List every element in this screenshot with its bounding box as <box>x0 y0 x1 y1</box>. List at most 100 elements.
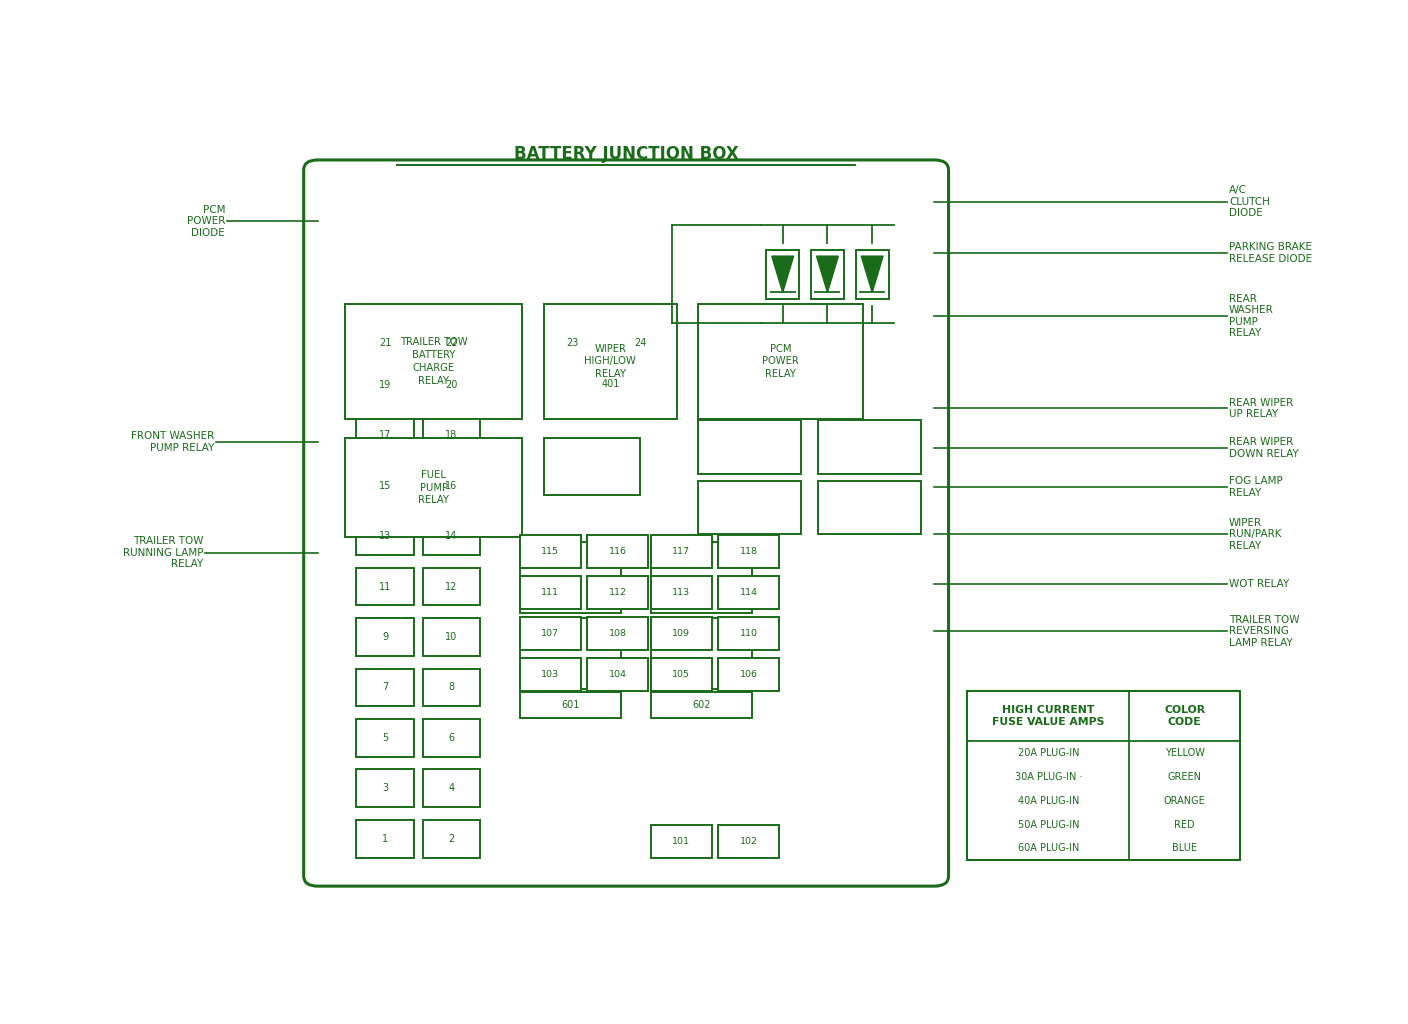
FancyBboxPatch shape <box>697 481 801 535</box>
Text: 20: 20 <box>445 380 458 390</box>
Text: A/C
CLUTCH
DIODE: A/C CLUTCH DIODE <box>1229 185 1270 218</box>
FancyBboxPatch shape <box>356 366 414 403</box>
Polygon shape <box>862 256 883 293</box>
FancyBboxPatch shape <box>543 304 677 419</box>
Text: 20A PLUG-IN: 20A PLUG-IN <box>1018 749 1079 759</box>
FancyBboxPatch shape <box>422 820 480 858</box>
Text: 109: 109 <box>672 630 690 638</box>
FancyBboxPatch shape <box>650 618 752 689</box>
FancyBboxPatch shape <box>422 517 480 555</box>
Text: 110: 110 <box>739 630 758 638</box>
Text: 22: 22 <box>445 338 458 348</box>
Text: WIPER
HIGH/LOW
RELAY: WIPER HIGH/LOW RELAY <box>584 344 636 379</box>
FancyBboxPatch shape <box>520 692 621 718</box>
FancyBboxPatch shape <box>587 577 649 609</box>
FancyBboxPatch shape <box>422 567 480 605</box>
Text: 21: 21 <box>379 338 391 348</box>
Text: 50A PLUG-IN: 50A PLUG-IN <box>1018 819 1079 829</box>
Text: PARKING BRAKE
RELEASE DIODE: PARKING BRAKE RELEASE DIODE <box>1229 243 1312 264</box>
Text: 113: 113 <box>672 589 690 597</box>
FancyBboxPatch shape <box>356 820 414 858</box>
Text: 10: 10 <box>445 632 458 642</box>
Text: 3: 3 <box>382 783 389 794</box>
FancyBboxPatch shape <box>356 769 414 807</box>
Text: 115: 115 <box>541 547 559 556</box>
Text: 12: 12 <box>445 582 458 592</box>
FancyBboxPatch shape <box>697 420 801 474</box>
Polygon shape <box>772 256 794 293</box>
Text: RED: RED <box>1174 819 1195 829</box>
FancyBboxPatch shape <box>650 577 712 609</box>
Text: REAR
WASHER
PUMP
RELAY: REAR WASHER PUMP RELAY <box>1229 294 1274 339</box>
FancyBboxPatch shape <box>422 618 480 656</box>
Text: TRAILER TOW
BATTERY
CHARGE
RELAY: TRAILER TOW BATTERY CHARGE RELAY <box>400 337 467 386</box>
FancyBboxPatch shape <box>718 536 780 568</box>
Text: 6: 6 <box>449 733 455 742</box>
FancyBboxPatch shape <box>543 438 639 495</box>
FancyBboxPatch shape <box>422 719 480 757</box>
FancyBboxPatch shape <box>345 438 522 537</box>
Text: 106: 106 <box>739 671 758 679</box>
FancyBboxPatch shape <box>718 824 780 858</box>
FancyBboxPatch shape <box>356 618 414 656</box>
FancyBboxPatch shape <box>587 658 649 691</box>
Text: 23: 23 <box>566 338 579 348</box>
FancyBboxPatch shape <box>818 420 921 474</box>
FancyBboxPatch shape <box>520 577 582 609</box>
FancyBboxPatch shape <box>811 250 843 299</box>
FancyBboxPatch shape <box>611 325 669 362</box>
FancyBboxPatch shape <box>650 658 712 691</box>
Text: 112: 112 <box>608 589 627 597</box>
FancyBboxPatch shape <box>650 543 752 613</box>
Text: 9: 9 <box>382 632 389 642</box>
FancyBboxPatch shape <box>356 669 414 707</box>
FancyBboxPatch shape <box>356 517 414 555</box>
Text: 107: 107 <box>541 630 559 638</box>
FancyBboxPatch shape <box>304 160 949 886</box>
FancyBboxPatch shape <box>356 467 414 505</box>
Text: HIGH CURRENT
FUSE VALUE AMPS: HIGH CURRENT FUSE VALUE AMPS <box>993 706 1104 727</box>
FancyBboxPatch shape <box>766 250 800 299</box>
Text: TRAILER TOW
REVERSING
LAMP RELAY: TRAILER TOW REVERSING LAMP RELAY <box>1229 614 1300 648</box>
Text: 116: 116 <box>608 547 627 556</box>
Text: 16: 16 <box>445 480 458 490</box>
Text: 24: 24 <box>634 338 646 348</box>
Text: 17: 17 <box>379 430 391 440</box>
Text: 19: 19 <box>379 380 391 390</box>
FancyBboxPatch shape <box>356 719 414 757</box>
FancyBboxPatch shape <box>520 658 582 691</box>
Text: 101: 101 <box>672 837 690 846</box>
FancyBboxPatch shape <box>520 536 582 568</box>
Text: 118: 118 <box>739 547 758 556</box>
FancyBboxPatch shape <box>697 304 863 419</box>
Text: 18: 18 <box>445 430 458 440</box>
Text: FUEL
PUMP
RELAY: FUEL PUMP RELAY <box>418 470 449 506</box>
FancyBboxPatch shape <box>650 824 712 858</box>
Text: GREEN: GREEN <box>1167 772 1201 782</box>
Text: 7: 7 <box>382 682 389 692</box>
FancyBboxPatch shape <box>587 617 649 650</box>
FancyBboxPatch shape <box>718 658 780 691</box>
Text: TRAILER TOW
RUNNING LAMP
RELAY: TRAILER TOW RUNNING LAMP RELAY <box>122 536 203 569</box>
Text: BATTERY JUNCTION BOX: BATTERY JUNCTION BOX <box>514 145 738 164</box>
Text: YELLOW: YELLOW <box>1164 749 1205 759</box>
FancyBboxPatch shape <box>422 769 480 807</box>
Text: 4: 4 <box>449 783 455 794</box>
Text: 8: 8 <box>449 682 455 692</box>
Text: 30A PLUG-IN ·: 30A PLUG-IN · <box>1015 772 1081 782</box>
Text: 602: 602 <box>693 700 711 711</box>
FancyBboxPatch shape <box>520 617 582 650</box>
FancyBboxPatch shape <box>543 364 677 403</box>
Text: 1: 1 <box>382 834 389 844</box>
Text: 15: 15 <box>379 480 391 490</box>
FancyBboxPatch shape <box>356 325 414 362</box>
Text: 102: 102 <box>739 837 758 846</box>
Text: 11: 11 <box>379 582 391 592</box>
Text: FOG LAMP
RELAY: FOG LAMP RELAY <box>1229 476 1283 498</box>
FancyBboxPatch shape <box>422 669 480 707</box>
FancyBboxPatch shape <box>520 543 621 613</box>
Text: 114: 114 <box>739 589 758 597</box>
FancyBboxPatch shape <box>587 536 649 568</box>
Text: 14: 14 <box>445 531 458 541</box>
FancyBboxPatch shape <box>520 618 621 689</box>
